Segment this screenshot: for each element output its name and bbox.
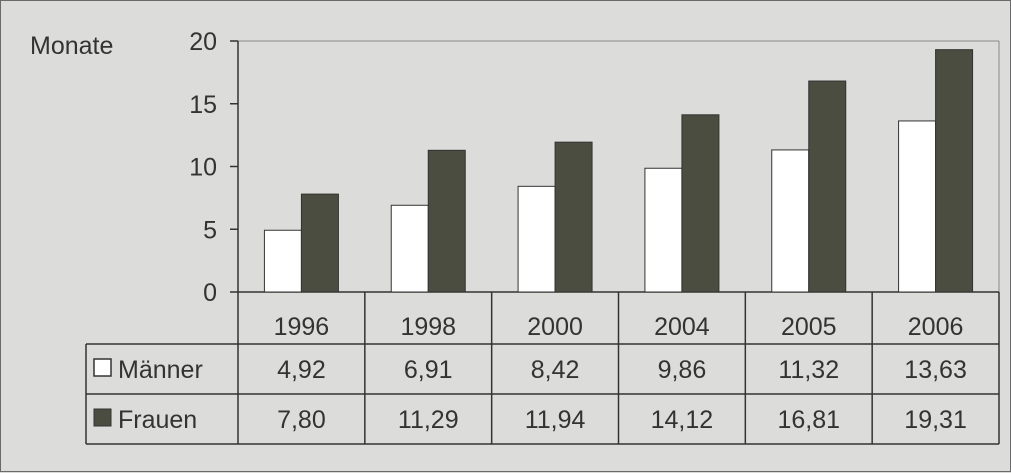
legend-label: Frauen	[118, 406, 197, 434]
bar-frauen	[427, 149, 466, 293]
data-label: 11,94	[525, 406, 586, 434]
bar-maenner	[771, 149, 810, 293]
legend-swatch-maenner	[93, 358, 112, 377]
x-tick-label: 2005	[781, 313, 837, 341]
y-tick-label: 15	[189, 91, 217, 119]
bar-maenner	[517, 185, 556, 293]
y-axis-unit-label: Monate	[30, 32, 113, 60]
data-label: 16,81	[777, 406, 840, 434]
bar-maenner	[898, 120, 937, 293]
data-label: 7,80	[277, 406, 326, 434]
plot-area: 0 5 10 15 20	[189, 28, 1000, 307]
x-tick-label: 1996	[274, 313, 330, 341]
bar-frauen	[935, 49, 974, 293]
legend-label: Männer	[118, 356, 203, 384]
bar-frauen	[300, 193, 339, 293]
y-tick-label: 0	[203, 279, 217, 307]
y-tick-label: 20	[189, 28, 217, 56]
data-label: 11,32	[778, 356, 839, 384]
bar-frauen	[554, 141, 593, 293]
data-label: 14,12	[651, 406, 714, 434]
data-label: 4,92	[277, 356, 326, 384]
bar-maenner	[390, 204, 429, 293]
x-tick-label: 2004	[654, 313, 710, 341]
y-tick-label: 5	[203, 216, 217, 244]
bar-maenner	[644, 167, 683, 293]
data-label: 9,86	[658, 356, 707, 384]
bar-frauen	[681, 114, 720, 293]
data-label: 6,91	[404, 356, 453, 384]
y-tick-label: 10	[189, 154, 217, 182]
data-label: 8,42	[531, 356, 580, 384]
bar-frauen	[808, 80, 847, 293]
legend-swatch-frauen	[93, 408, 112, 427]
data-label: 19,31	[904, 406, 967, 434]
x-tick-label: 2000	[527, 313, 583, 341]
data-table: 1996 1998 2000 2004 2005 2006 Männer 4,92 6,91 8,…	[85, 292, 1000, 445]
bar-maenner	[263, 229, 302, 293]
data-label: 11,29	[398, 406, 459, 434]
x-tick-label: 2006	[908, 313, 964, 341]
x-tick-label: 1998	[400, 313, 456, 341]
data-label: 13,63	[904, 356, 967, 384]
